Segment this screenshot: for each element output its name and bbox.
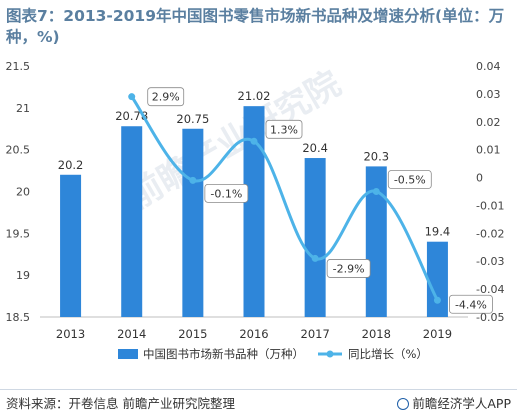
x-axis-tick-label: 2017 — [301, 327, 330, 341]
growth-line — [130, 95, 439, 302]
chart-title: 图表7：2013-2019年中国图书零售市场新书品种及增速分析(单位：万种，%) — [6, 7, 505, 46]
x-axis-tick-label: 2015 — [178, 327, 207, 341]
left-axis-tick-label: 20 — [16, 186, 30, 199]
line-value-label: -0.1% — [210, 187, 242, 200]
right-axis-tick-label: 0.03 — [476, 88, 501, 101]
right-axis-tick-label: 0.01 — [476, 144, 501, 157]
brand-label: 前瞻经济学人APP — [412, 396, 511, 411]
x-axis-tick-label: 2013 — [56, 327, 85, 341]
line-label-box — [326, 259, 371, 278]
line-point — [311, 254, 319, 262]
qianzhan-logo-icon — [397, 398, 410, 410]
line-point — [189, 176, 197, 184]
line-label-box — [387, 170, 432, 189]
line-value-label: -2.9% — [333, 262, 365, 275]
left-axis-tick-label: 18.5 — [6, 311, 31, 324]
x-axis-tick-label: 2018 — [362, 327, 391, 341]
left-axis-tick-label: 19 — [16, 269, 30, 282]
right-axis-tick-label: 0 — [476, 172, 483, 185]
left-axis-tick-label: 21 — [16, 102, 30, 115]
chart: 前瞻产业研究院18.51919.52020.52121.5-0.05-0.04-… — [6, 60, 505, 361]
bar — [121, 126, 143, 318]
x-axis-tick-label: 2019 — [423, 327, 452, 341]
line-value-label: -4.4% — [455, 298, 487, 311]
line-label-box — [265, 119, 303, 139]
right-axis-tick-label: -0.03 — [476, 255, 504, 268]
legend-bar-swatch — [118, 349, 138, 359]
right-axis-tick-label: -0.01 — [476, 199, 504, 212]
line-value-label: 2.9% — [152, 91, 180, 104]
bar-value-label: 21.02 — [238, 89, 271, 103]
right-axis-tick-label: -0.04 — [476, 283, 504, 296]
left-axis-tick-label: 19.5 — [6, 227, 31, 240]
x-axis-tick-label: 2016 — [239, 327, 268, 341]
bar-value-label: 20.75 — [176, 112, 209, 126]
line-point — [433, 296, 441, 304]
line-point — [128, 93, 136, 101]
brand: 前瞻经济学人APP — [397, 393, 511, 412]
bar — [426, 241, 448, 317]
line-point — [250, 137, 258, 145]
line-point — [372, 188, 380, 195]
line-value-label: -0.5% — [394, 174, 426, 187]
line-label-box — [449, 294, 493, 314]
right-axis-tick-label: -0.02 — [476, 227, 504, 240]
bar-value-label: 19.4 — [425, 225, 451, 239]
left-axis-tick-label: 20.5 — [6, 144, 31, 157]
source-note: 资料来源：开卷信息 前瞻产业研究院整理 — [6, 396, 235, 411]
bar — [60, 174, 82, 317]
left-axis-tick-label: 21.5 — [6, 60, 31, 73]
right-axis-tick-label: -0.05 — [476, 311, 504, 324]
line-value-label: 1.3% — [270, 123, 298, 136]
bar-value-label: 20.3 — [363, 149, 389, 163]
bar — [243, 106, 265, 317]
x-axis-tick-label: 2014 — [117, 327, 146, 341]
bar-value-label: 20.4 — [302, 141, 328, 155]
bar — [182, 128, 204, 317]
line-label-box — [204, 183, 249, 203]
line-label-box — [147, 87, 185, 107]
legend-line-marker — [326, 350, 334, 358]
bar-value-label: 20.2 — [58, 158, 84, 172]
right-axis-tick-label: 0.04 — [476, 60, 501, 73]
legend-line-label: 同比增长（%） — [348, 347, 428, 361]
right-axis-tick-label: 0.02 — [476, 116, 501, 129]
bar — [304, 158, 326, 317]
footer: 资料来源：开卷信息 前瞻产业研究院整理 前瞻经济学人APP — [0, 389, 517, 412]
bar — [365, 166, 387, 317]
legend-bar-label: 中国图书市场新书品种（万种） — [143, 347, 304, 361]
